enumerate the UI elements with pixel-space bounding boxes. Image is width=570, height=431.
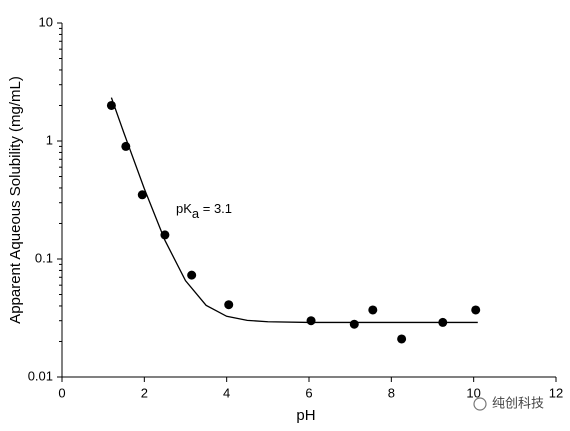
y-tick-label: 0.1 — [35, 250, 53, 265]
fit-line — [110, 97, 478, 324]
y-tick-label: 10 — [39, 14, 53, 29]
y-axis-label: Apparent Aqueous Solubility (mg/mL) — [7, 76, 24, 324]
data-point — [349, 319, 359, 329]
data-point — [224, 300, 234, 310]
x-axis-label: pH — [296, 407, 315, 424]
y-tick-label: 0.01 — [28, 368, 53, 383]
data-point — [471, 305, 481, 315]
x-tick-label: 2 — [141, 385, 148, 400]
x-tick-label: 8 — [388, 385, 395, 400]
watermark: 纯创科技 — [492, 395, 544, 410]
watermark-icon-circle — [473, 397, 487, 411]
data-point — [160, 230, 170, 240]
annotation: pKa = 3.1 — [176, 201, 232, 221]
y-tick-label: 1 — [46, 132, 53, 147]
data-point — [306, 316, 316, 326]
data-point — [137, 190, 147, 200]
annotation-rest: = 3.1 — [199, 201, 232, 216]
annotation-sub: a — [192, 206, 200, 221]
data-point — [187, 270, 197, 280]
x-tick-label: 10 — [466, 385, 480, 400]
watermark-icon — [473, 397, 487, 411]
data-point — [397, 334, 407, 344]
data-point — [368, 305, 378, 315]
x-tick-label: 4 — [223, 385, 230, 400]
x-tick-label: 6 — [305, 385, 312, 400]
x-tick-label: 0 — [58, 385, 65, 400]
annotation-main: pK — [176, 201, 192, 216]
x-tick-label: 12 — [549, 385, 563, 400]
